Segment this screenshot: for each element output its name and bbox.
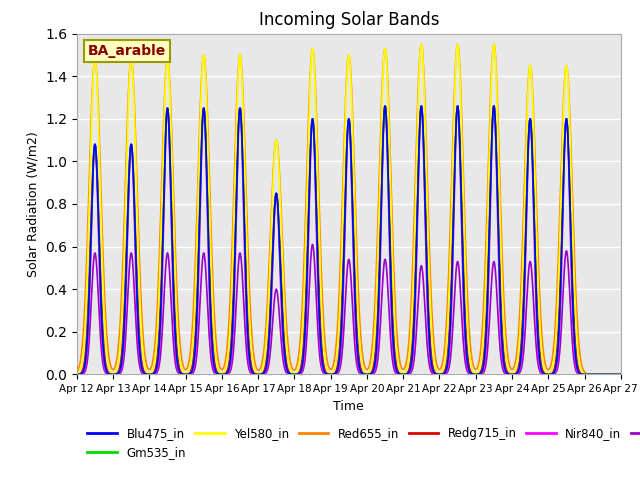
Nir840_in [501,369,509,375]
Yel580_in [617,372,625,377]
Yel580_in [276,204,284,210]
Red655_in [617,372,625,377]
Nir945_in [501,371,509,376]
Line: Gm535_in: Gm535_in [77,106,621,374]
Red655_in [189,311,197,316]
Blu475_in [184,372,191,377]
Blu475_in [501,366,509,372]
Line: Redg715_in: Redg715_in [77,106,621,374]
Yel580_in [424,224,431,229]
Nir945_in [617,372,625,377]
Nir945_in [73,372,81,377]
Gm535_in [184,372,191,377]
Redg715_in [73,372,81,377]
Nir945_in [184,372,191,377]
Blu475_in [73,372,81,377]
Line: Red655_in: Red655_in [77,44,621,374]
Nir945_in [424,350,431,356]
Nir840_in [490,103,498,109]
Red655_in [184,364,191,370]
Nir945_in [615,372,623,377]
Yel580_in [615,372,623,377]
Blu475_in [189,363,197,369]
Gm535_in [490,103,498,109]
Nir945_in [276,327,284,333]
Line: Blu475_in: Blu475_in [77,106,621,374]
Gm535_in [73,372,81,377]
X-axis label: Time: Time [333,400,364,413]
Gm535_in [615,372,623,377]
Nir840_in [276,278,284,284]
Redg715_in [189,358,197,363]
Yel580_in [490,41,498,47]
Blu475_in [617,372,625,377]
Redg715_in [276,257,284,263]
Line: Nir945_in: Nir945_in [77,244,621,374]
Nir840_in [615,372,623,377]
Red655_in [490,41,498,47]
Gm535_in [617,372,625,377]
Redg715_in [424,281,431,287]
Redg715_in [501,362,509,368]
Y-axis label: Solar Radiation (W/m2): Solar Radiation (W/m2) [26,131,40,277]
Nir945_in [308,241,316,247]
Red655_in [501,321,509,326]
Blu475_in [615,372,623,377]
Red655_in [73,369,81,375]
Yel580_in [73,371,81,377]
Blu475_in [490,103,498,109]
Line: Nir840_in: Nir840_in [77,106,621,374]
Yel580_in [189,335,197,341]
Gm535_in [189,363,197,369]
Nir840_in [73,372,81,377]
Redg715_in [615,372,623,377]
Legend: Blu475_in, Gm535_in, Yel580_in, Red655_in, Redg715_in, Nir840_in, Nir945_in: Blu475_in, Gm535_in, Yel580_in, Red655_i… [83,422,640,464]
Redg715_in [617,372,625,377]
Blu475_in [276,266,284,272]
Nir840_in [189,368,197,373]
Redg715_in [184,371,191,377]
Red655_in [424,193,431,199]
Nir840_in [617,372,625,377]
Red655_in [615,372,623,377]
Gm535_in [276,266,284,272]
Red655_in [276,191,284,196]
Nir840_in [424,316,431,322]
Blu475_in [424,298,431,304]
Yel580_in [184,370,191,375]
Line: Yel580_in: Yel580_in [77,44,621,374]
Yel580_in [501,343,509,348]
Text: BA_arable: BA_arable [88,44,166,58]
Redg715_in [490,103,498,109]
Title: Incoming Solar Bands: Incoming Solar Bands [259,11,439,29]
Nir840_in [184,372,191,377]
Gm535_in [501,366,509,372]
Gm535_in [424,298,431,304]
Nir945_in [189,370,197,375]
